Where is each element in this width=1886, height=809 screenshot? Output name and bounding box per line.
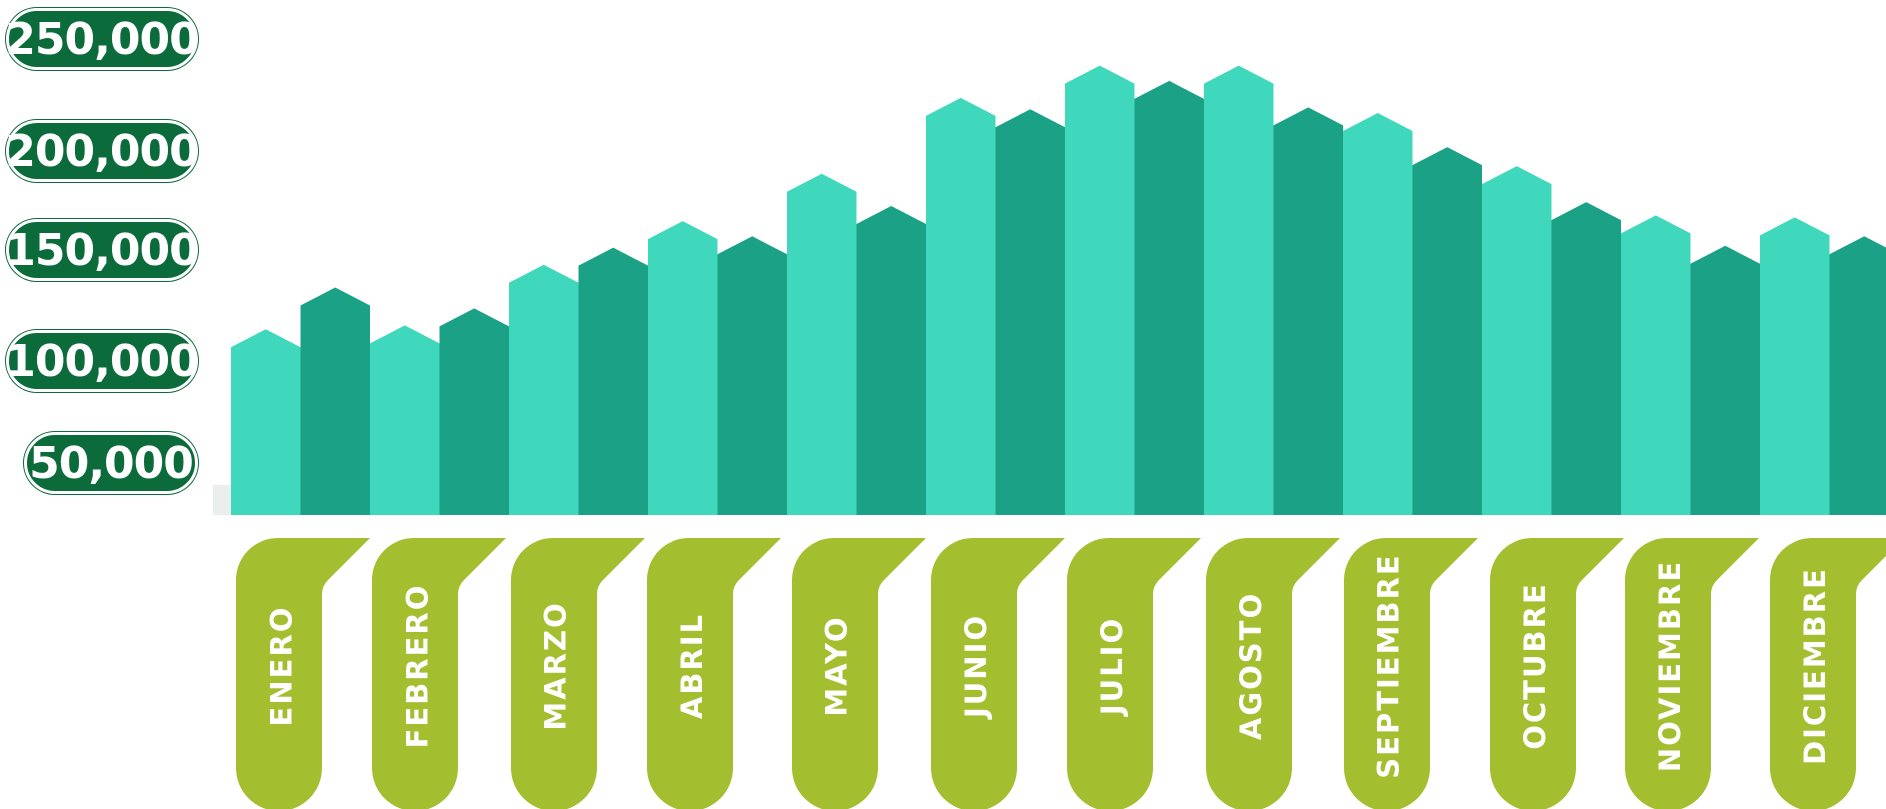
bar-febrero-2 xyxy=(439,308,509,515)
bar-diciembre-1 xyxy=(1760,217,1830,515)
bar-marzo-2 xyxy=(578,247,648,515)
bar-abril-2 xyxy=(717,236,787,515)
month-label: SEPTIEMBRE xyxy=(1372,553,1406,779)
month-label: JULIO xyxy=(1095,616,1130,716)
y-tick-label: 50,000 xyxy=(24,432,198,494)
bars-layer xyxy=(213,65,1886,516)
month-label-wrap: OCTUBRE xyxy=(1490,566,1580,766)
bar-septiembre-1 xyxy=(1343,113,1413,515)
month-tag-agosto: AGOSTO xyxy=(1206,538,1352,809)
month-tag-enero: ENERO xyxy=(236,538,382,809)
y-tick-label: 150,000 xyxy=(5,219,200,281)
bar-agosto-1 xyxy=(1204,65,1274,515)
month-tag-shape xyxy=(792,538,926,809)
month-tag-shape xyxy=(931,538,1065,809)
bar-junio-1 xyxy=(926,97,996,515)
month-tag-shape xyxy=(236,538,370,809)
month-tag-shape xyxy=(1206,538,1340,809)
bar-noviembre-2 xyxy=(1690,245,1760,515)
month-tag-shape xyxy=(1490,538,1624,809)
month-label-wrap: MARZO xyxy=(511,566,601,766)
bar-octubre-2 xyxy=(1551,202,1621,515)
bar-mayo-2 xyxy=(856,205,926,515)
month-label: ABRIL xyxy=(675,612,709,720)
month-tag-abril: ABRIL xyxy=(647,538,793,809)
month-tag-shape xyxy=(372,538,506,809)
month-tag-noviembre: NOVIEMBRE xyxy=(1625,538,1771,809)
bar-octubre-1 xyxy=(1482,166,1552,516)
y-tick-label: 100,000 xyxy=(5,330,200,392)
month-label-wrap: DICIEMBRE xyxy=(1770,566,1860,766)
bar-julio-1 xyxy=(1065,65,1135,515)
month-label-wrap: ABRIL xyxy=(647,566,737,766)
bar-noviembre-1 xyxy=(1621,215,1691,515)
bar-febrero-1 xyxy=(370,325,440,515)
month-label-wrap: NOVIEMBRE xyxy=(1625,560,1715,772)
month-label: FEBRERO xyxy=(400,583,435,749)
month-tag-diciembre: DICIEMBRE xyxy=(1770,538,1886,809)
month-label: AGOSTO xyxy=(1234,591,1269,741)
month-tag-julio: JULIO xyxy=(1067,538,1213,809)
y-tick-label: 200,000 xyxy=(5,120,200,182)
month-tag-shape xyxy=(647,538,781,809)
month-label: NOVIEMBRE xyxy=(1653,559,1688,773)
bar-diciembre-2 xyxy=(1829,236,1886,515)
month-tag-marzo: MARZO xyxy=(511,538,657,809)
bar-septiembre-2 xyxy=(1412,147,1482,515)
month-tag-shape xyxy=(1067,538,1201,809)
month-label-wrap: JUNIO xyxy=(931,566,1021,766)
bar-enero-1 xyxy=(231,329,301,515)
month-tag-febrero: FEBRERO xyxy=(372,538,518,809)
month-label: DICIEMBRE xyxy=(1798,567,1833,765)
bar-agosto-2 xyxy=(1273,107,1343,516)
month-label: MARZO xyxy=(539,601,574,731)
month-label: OCTUBRE xyxy=(1518,582,1553,750)
month-tag-shape xyxy=(511,538,645,809)
month-label: JUNIO xyxy=(959,613,993,719)
month-label-wrap: SEPTIEMBRE xyxy=(1344,553,1434,778)
month-label-wrap: ENERO xyxy=(236,566,326,766)
month-label-wrap: FEBRERO xyxy=(372,566,462,766)
month-label-wrap: MAYO xyxy=(792,566,882,766)
bar-abril-1 xyxy=(648,221,718,515)
month-label-wrap: JULIO xyxy=(1067,566,1157,766)
bar-julio-2 xyxy=(1134,80,1204,515)
month-tag-shape xyxy=(1770,538,1886,809)
month-tag-shape xyxy=(1344,538,1478,809)
month-label: ENERO xyxy=(264,605,298,727)
month-tag-junio: JUNIO xyxy=(931,538,1077,809)
month-tag-septiembre: SEPTIEMBRE xyxy=(1344,538,1490,809)
y-tick-label: 250,000 xyxy=(5,8,200,70)
bar-enero-2 xyxy=(300,287,370,515)
month-label-wrap: AGOSTO xyxy=(1206,566,1296,766)
bar-junio-2 xyxy=(995,109,1065,516)
bar-mayo-1 xyxy=(787,173,857,515)
month-label: MAYO xyxy=(820,615,854,717)
bar-marzo-1 xyxy=(509,264,579,515)
month-tag-octubre: OCTUBRE xyxy=(1490,538,1636,809)
month-tag-mayo: MAYO xyxy=(792,538,938,809)
month-tag-shape xyxy=(1625,538,1759,809)
